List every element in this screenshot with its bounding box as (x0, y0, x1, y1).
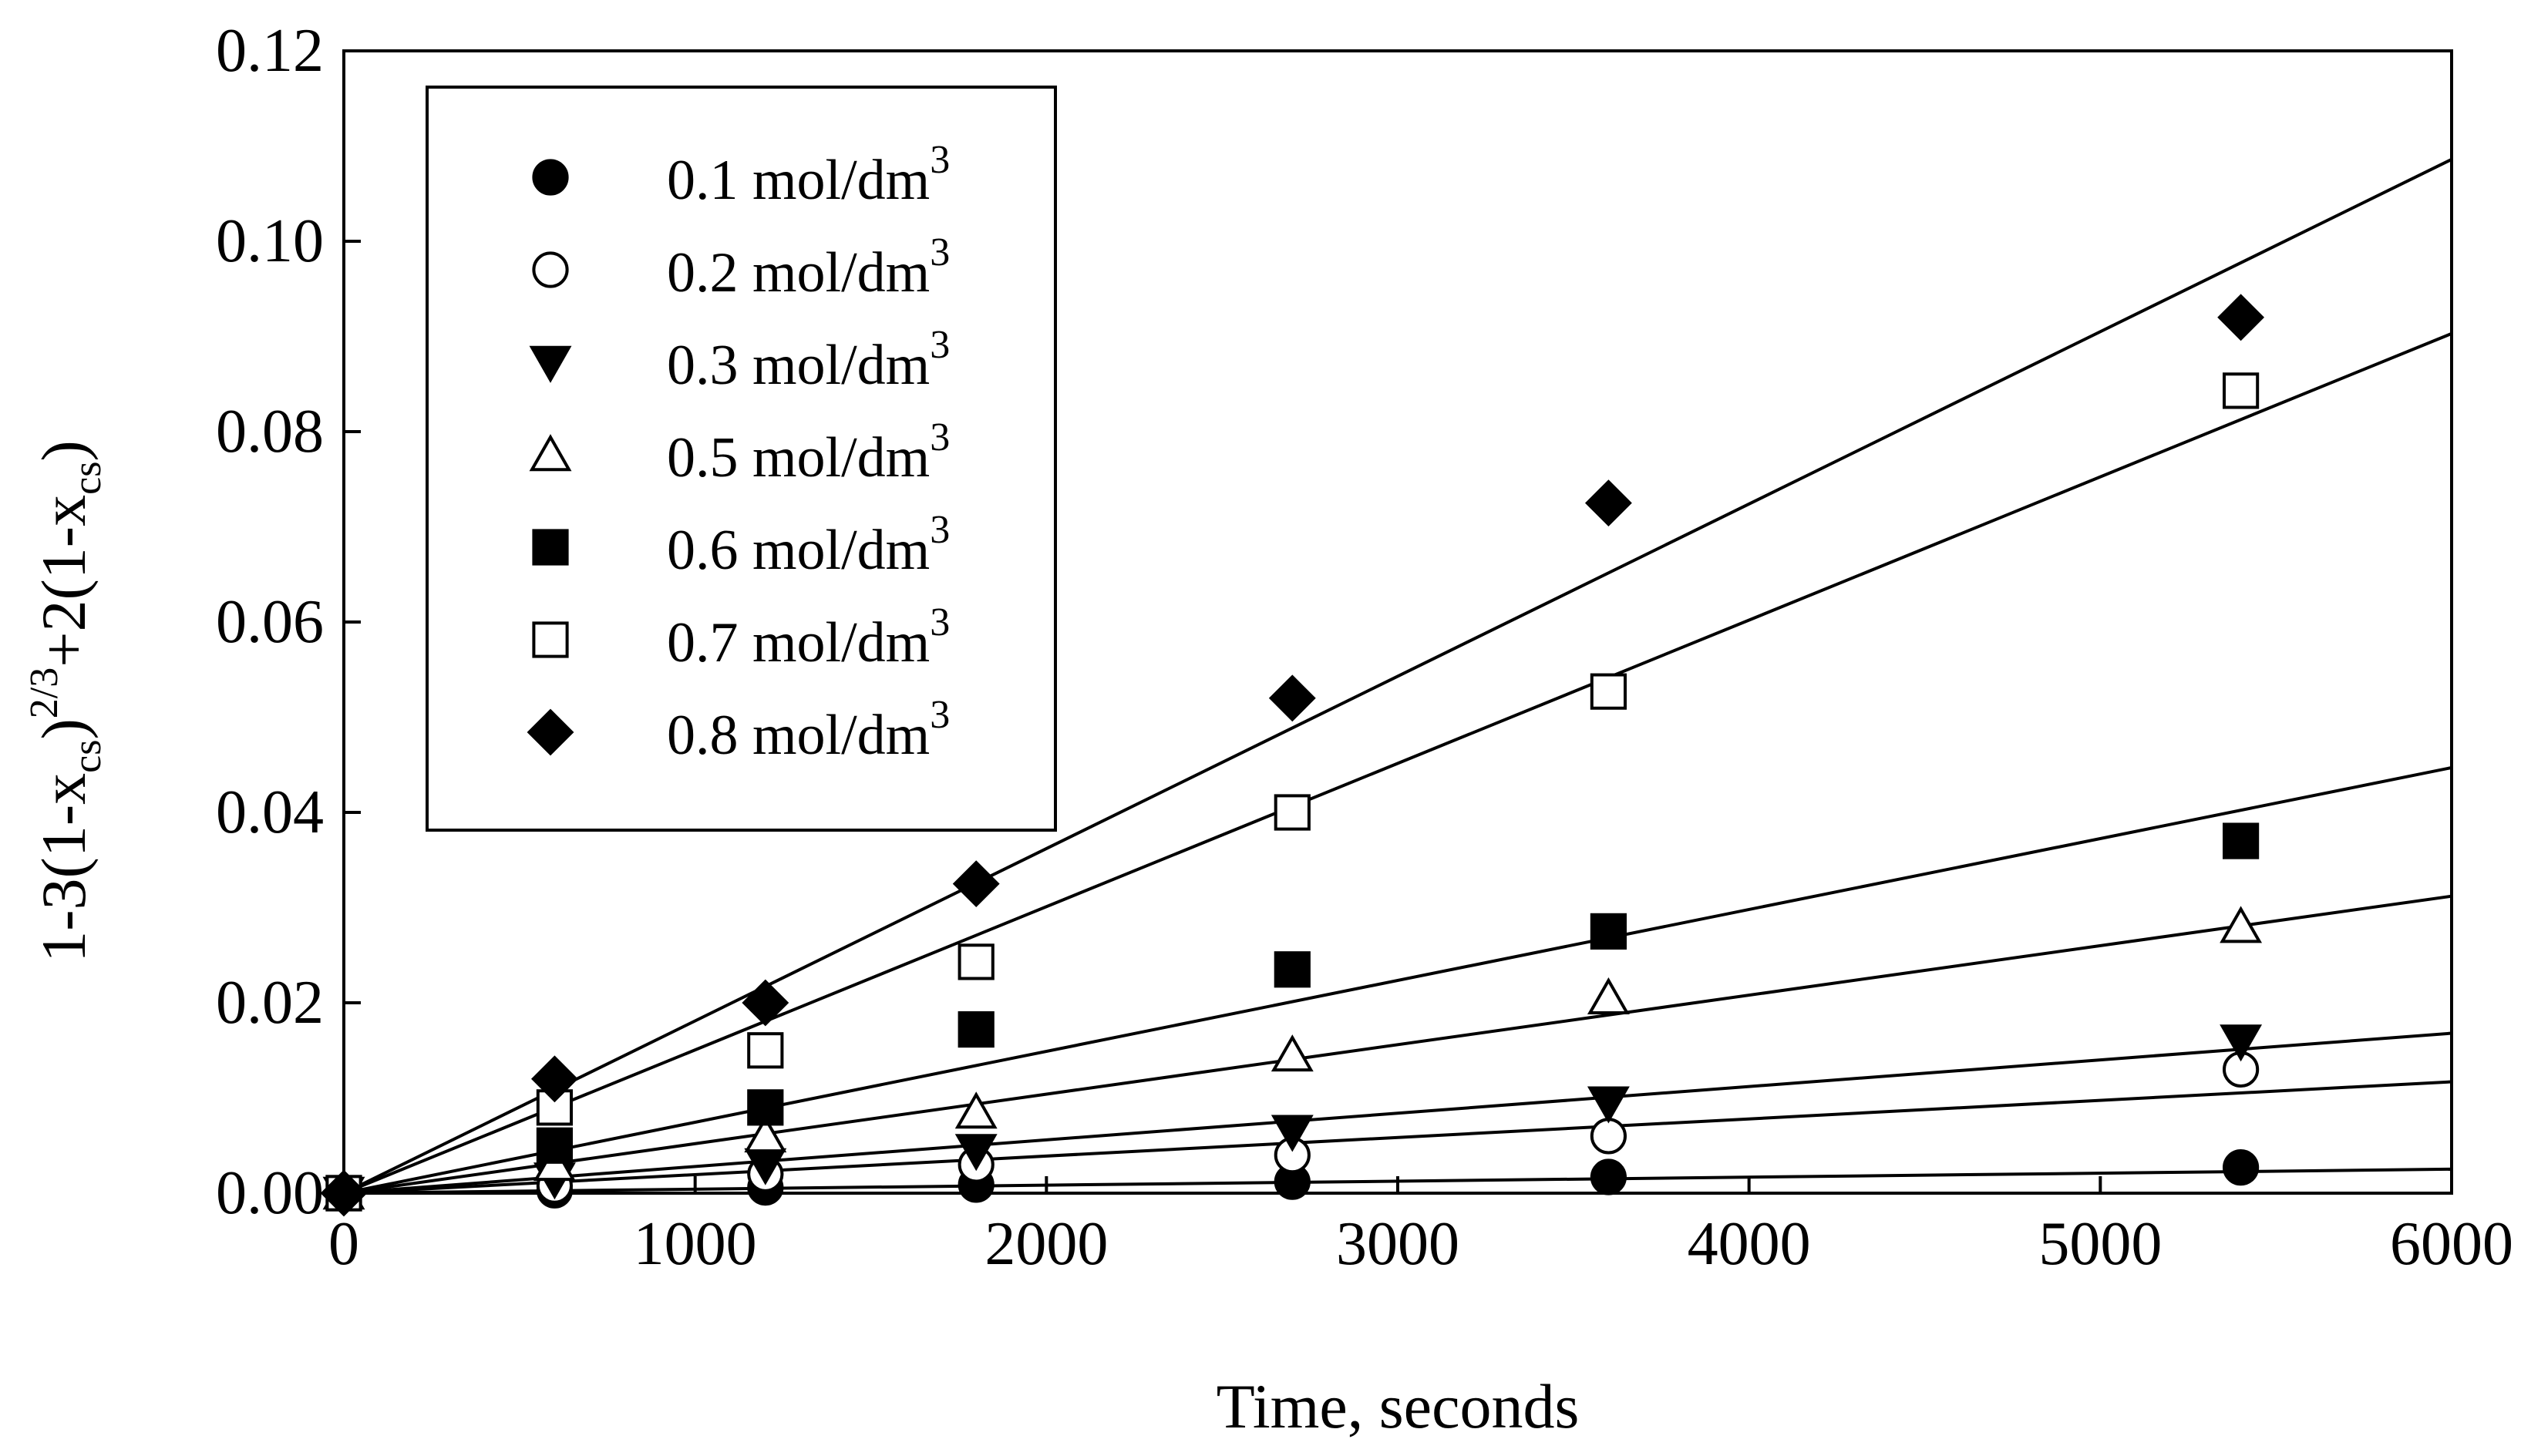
data-point-0.7 (536, 1089, 573, 1126)
legend-label-0.1: 0.1 mol/dm3 (667, 138, 950, 212)
data-point-0.8 (2217, 294, 2265, 341)
fit-line-0.3 (343, 1031, 2452, 1195)
legend-label-0.6: 0.6 mol/dm3 (667, 508, 950, 582)
data-point-0.3 (2220, 1024, 2263, 1062)
data-point-0.6 (1274, 951, 1311, 988)
data-point-0.7 (747, 1032, 784, 1069)
data-point-0.6 (536, 1127, 573, 1164)
data-point-0.1 (1590, 1158, 1627, 1195)
data-point-0.6 (747, 1089, 784, 1126)
legend: 0.1 mol/dm3 0.2 mol/dm3 0.3 mol/dm3 0.5 mol… (426, 86, 1057, 832)
fit-lines (343, 157, 2452, 1195)
data-point-0.8 (952, 860, 1000, 908)
y-axis-label: 1-3(1-xcs)2/3+2(1-xcs) (22, 440, 109, 963)
fit-line-0.6 (343, 765, 2452, 1195)
data-point-0.7 (2223, 372, 2260, 409)
x-tick-label: 6000 (2390, 1210, 2513, 1278)
data-point-0.8 (742, 979, 789, 1027)
x-tick-label: 0 (328, 1210, 359, 1278)
legend-marker-0.2 (532, 251, 569, 288)
data-point-0.8 (1268, 674, 1316, 722)
y-tick-label: 0.08 (216, 398, 324, 466)
legend-marker-0.8 (527, 708, 574, 756)
y-tick-label: 0.02 (216, 969, 324, 1037)
data-point-0.5 (954, 1091, 998, 1129)
x-tick-label: 4000 (1688, 1210, 1811, 1278)
y-tick-label: 0.12 (216, 17, 324, 85)
data-point-0.8 (1584, 479, 1632, 527)
fit-line-0.2 (343, 1080, 2452, 1195)
legend-label-0.7: 0.7 mol/dm3 (667, 600, 950, 674)
legend-marker-0.5 (529, 434, 572, 472)
data-point-0.6 (1590, 913, 1627, 950)
fit-line-0.7 (343, 331, 2452, 1195)
data-point-0.5 (2220, 906, 2263, 943)
x-tick-label: 2000 (985, 1210, 1108, 1278)
ticks: 0 1000 2000 3000 4000 5000 6000 0.00 0.02 0.04 0.0… (216, 17, 2513, 1278)
x-tick-label: 1000 (634, 1210, 757, 1278)
data-point-0.7 (1590, 673, 1627, 710)
data-point-0.6 (2223, 822, 2260, 859)
legend-label-0.3: 0.3 mol/dm3 (667, 323, 950, 397)
y-tick-label: 0.10 (216, 207, 324, 275)
data-point-0.1 (2223, 1149, 2260, 1186)
x-tick-label: 3000 (1336, 1210, 1459, 1278)
legend-marker-0.1 (532, 159, 569, 196)
legend-marker-0.7 (532, 621, 569, 658)
data-point-0.5 (744, 1115, 787, 1153)
data-point-0.5 (1271, 1034, 1314, 1072)
y-tick-label: 0.04 (216, 778, 324, 846)
legend-label-0.2: 0.2 mol/dm3 (667, 230, 950, 304)
data-point-0.3 (1587, 1086, 1630, 1124)
data-point-0.7 (958, 943, 995, 980)
y-tick-label: 0.00 (216, 1159, 324, 1227)
x-axis-label: Time, seconds (1217, 1371, 1580, 1441)
data-point-0.6 (958, 1010, 995, 1048)
legend-marker-0.6 (532, 529, 569, 566)
fit-line-0.5 (343, 894, 2452, 1195)
data-point-0.3 (1271, 1115, 1314, 1152)
legend-label-0.5: 0.5 mol/dm3 (667, 415, 950, 489)
legend-box (426, 86, 1057, 832)
data-point-0.3 (954, 1134, 998, 1172)
y-tick-label: 0.06 (216, 588, 324, 656)
data-point-0.7 (1274, 794, 1311, 831)
legend-marker-0.3 (529, 345, 572, 383)
data-point-0.2 (1590, 1118, 1627, 1155)
data-point-0.8 (530, 1055, 578, 1103)
data-point-0.5 (1587, 977, 1630, 1015)
legend-label-0.8: 0.8 mol/dm3 (667, 693, 950, 767)
x-tick-label: 5000 (2038, 1210, 2162, 1278)
data-points (320, 294, 2265, 1217)
fit-line-0.8 (343, 157, 2452, 1195)
